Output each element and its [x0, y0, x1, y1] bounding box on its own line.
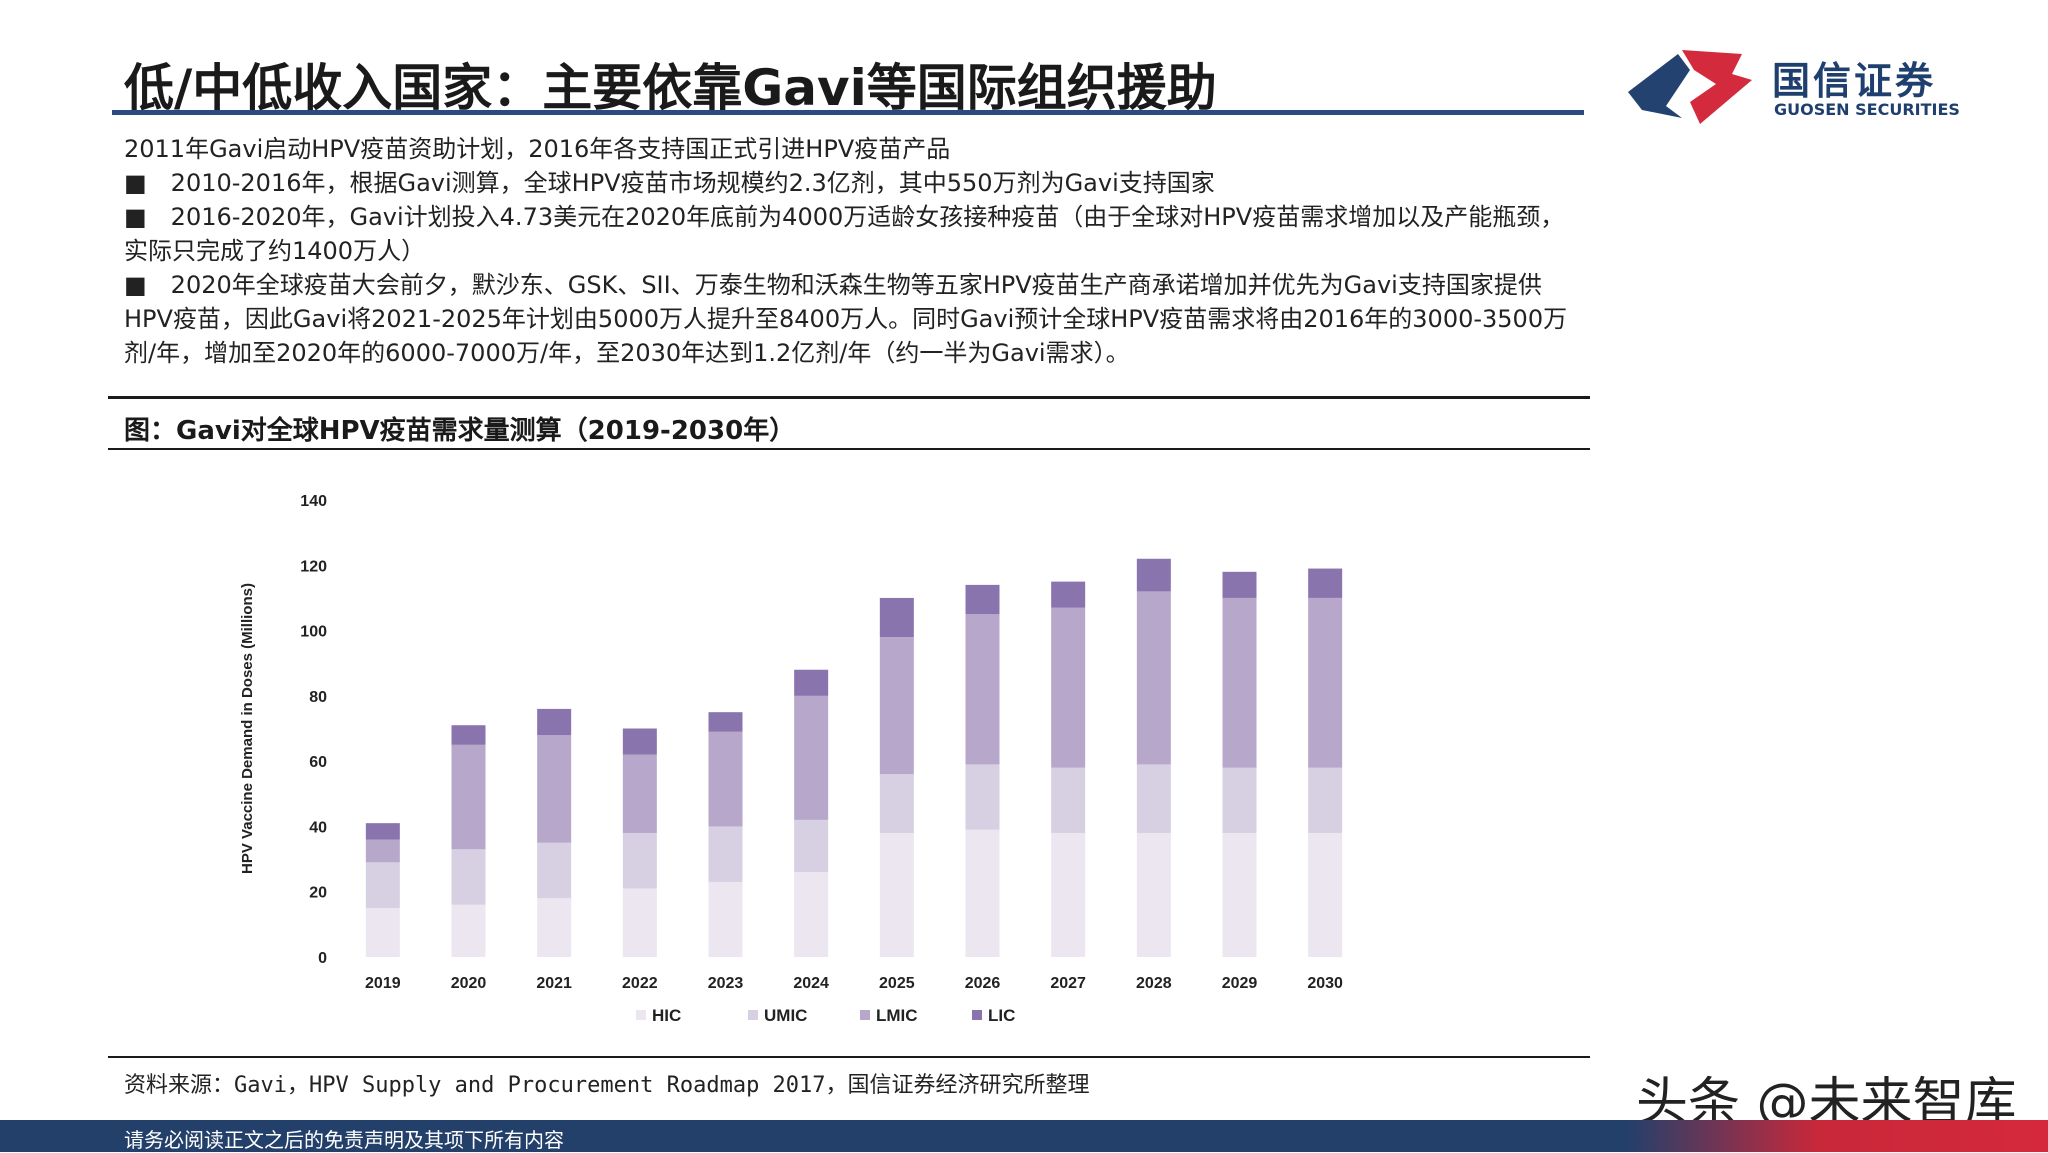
bar-segment-hic	[622, 888, 657, 957]
figure-title: 图：Gavi对全球HPV疫苗需求量测算（2019-2030年）	[124, 416, 796, 446]
bar-segment-hic	[1308, 832, 1343, 957]
y-tick-label: 120	[300, 558, 327, 575]
bar-segment-lmic	[1308, 597, 1343, 768]
bar-segment-umic	[879, 774, 914, 833]
bar-segment-lic	[1222, 571, 1257, 598]
logo-chinese-name: 国信证券	[1772, 59, 1937, 103]
logo-mark-icon	[1628, 50, 1752, 124]
intro-line: 2011年Gavi启动HPV疫苗资助计划，2016年各支持国正式引进HPV疫苗产…	[124, 135, 951, 163]
bar-segment-lmic	[794, 695, 829, 820]
y-tick-label: 40	[309, 819, 327, 836]
source-rule	[108, 1056, 1590, 1058]
bar-segment-hic	[708, 881, 743, 957]
bar-segment-hic	[879, 832, 914, 957]
x-tick-label: 2027	[1050, 975, 1086, 992]
bar-segment-lic	[365, 823, 400, 840]
bar-segment-lic	[794, 669, 829, 696]
x-tick-label: 2023	[708, 975, 744, 992]
bar-segment-umic	[965, 764, 1000, 830]
body-text: 2011年Gavi启动HPV疫苗资助计划，2016年各支持国正式引进HPV疫苗产…	[124, 132, 1584, 370]
bar-segment-lmic	[965, 614, 1000, 765]
bar-segment-lic	[537, 708, 572, 736]
bar-segment-hic	[365, 908, 400, 957]
y-tick-label: 60	[309, 754, 327, 771]
y-tick-label: 0	[318, 950, 327, 967]
x-tick-label: 2026	[965, 975, 1001, 992]
x-tick-label: 2024	[793, 975, 829, 992]
y-tick-label: 140	[300, 493, 327, 510]
bar-segment-lic	[1051, 581, 1086, 608]
y-tick-label: 80	[309, 689, 327, 706]
bar-segment-umic	[1051, 767, 1086, 833]
legend-swatch	[636, 1010, 646, 1020]
y-tick-label: 20	[309, 885, 327, 902]
bar-segment-umic	[1222, 767, 1257, 833]
y-tick-label: 100	[300, 624, 327, 641]
bar-segment-lmic	[1136, 591, 1171, 765]
bar-segment-hic	[1136, 832, 1171, 957]
x-tick-label: 2029	[1222, 975, 1258, 992]
figure-title-rule	[108, 448, 1590, 450]
bar-segment-lmic	[879, 637, 914, 775]
bar-segment-lmic	[708, 731, 743, 827]
bar-segment-lic	[965, 584, 1000, 615]
page-title: 低/中低收入国家：主要依靠Gavi等国际组织援助	[124, 59, 1217, 117]
x-tick-label: 2028	[1136, 975, 1172, 992]
footer-bar: 请务必阅读正文之后的免责声明及其项下所有内容	[0, 1120, 2048, 1152]
x-tick-label: 2022	[622, 975, 658, 992]
bar-segment-lmic	[365, 839, 400, 863]
source-note: 资料来源：Gavi，HPV Supply and Procurement Roa…	[124, 1073, 1090, 1098]
x-tick-label: 2019	[365, 975, 401, 992]
bullet-point: ■ 2010-2016年，根据Gavi测算，全球HPV疫苗市场规模约2.3亿剂，…	[124, 169, 1215, 197]
bar-segment-umic	[1136, 764, 1171, 833]
bar-segment-lmic	[622, 754, 657, 833]
bar-segment-umic	[365, 862, 400, 909]
bar-segment-umic	[451, 849, 486, 905]
logo-english-name: GUOSEN SECURITIES	[1774, 100, 1960, 119]
bar-segment-umic	[708, 826, 743, 882]
bar-segment-umic	[622, 832, 657, 889]
bar-segment-lic	[622, 728, 657, 755]
bar-segment-umic	[537, 842, 572, 899]
legend-label: LMIC	[876, 1006, 918, 1025]
bar-segment-hic	[965, 829, 1000, 957]
legend-label: HIC	[652, 1006, 681, 1025]
legend-swatch	[748, 1010, 758, 1020]
bar-segment-umic	[1308, 767, 1343, 833]
title-underline	[112, 110, 1584, 115]
bar-segment-lic	[451, 725, 486, 745]
bar-segment-lic	[1308, 568, 1343, 598]
bullet-point: ■ 2016-2020年，Gavi计划投入4.73美元在2020年底前为4000…	[124, 203, 1565, 265]
bullet-point: ■ 2020年全球疫苗大会前夕，默沙东、GSK、SII、万泰生物和沃森生物等五家…	[124, 271, 1568, 367]
footer-disclaimer: 请务必阅读正文之后的免责声明及其项下所有内容	[124, 1128, 564, 1152]
bar-segment-lmic	[451, 744, 486, 850]
y-axis-title: HPV Vaccine Demand in Doses (Millions)	[239, 583, 256, 874]
x-tick-label: 2025	[879, 975, 915, 992]
bar-segment-lmic	[537, 735, 572, 843]
legend-swatch	[972, 1010, 982, 1020]
legend-label: LIC	[988, 1006, 1015, 1025]
legend-swatch	[860, 1010, 870, 1020]
bar-segment-hic	[537, 898, 572, 957]
x-tick-label: 2020	[451, 975, 487, 992]
bar-segment-umic	[794, 819, 829, 873]
legend-label: UMIC	[764, 1006, 807, 1025]
bar-segment-hic	[1051, 832, 1086, 957]
footer-accent	[1628, 1120, 2048, 1152]
bar-segment-lic	[1136, 558, 1171, 592]
bar-segment-hic	[1222, 832, 1257, 957]
bar-segment-lmic	[1051, 607, 1086, 768]
bar-segment-hic	[451, 904, 486, 957]
x-tick-label: 2021	[536, 975, 572, 992]
bar-segment-lic	[708, 712, 743, 732]
bar-segment-lmic	[1222, 597, 1257, 768]
bar-segment-lic	[879, 597, 914, 638]
company-logo: 国信证券 GUOSEN SECURITIES	[1620, 44, 1960, 128]
figure-top-rule	[108, 396, 1590, 399]
x-tick-label: 2030	[1307, 975, 1343, 992]
bar-segment-hic	[794, 872, 829, 957]
